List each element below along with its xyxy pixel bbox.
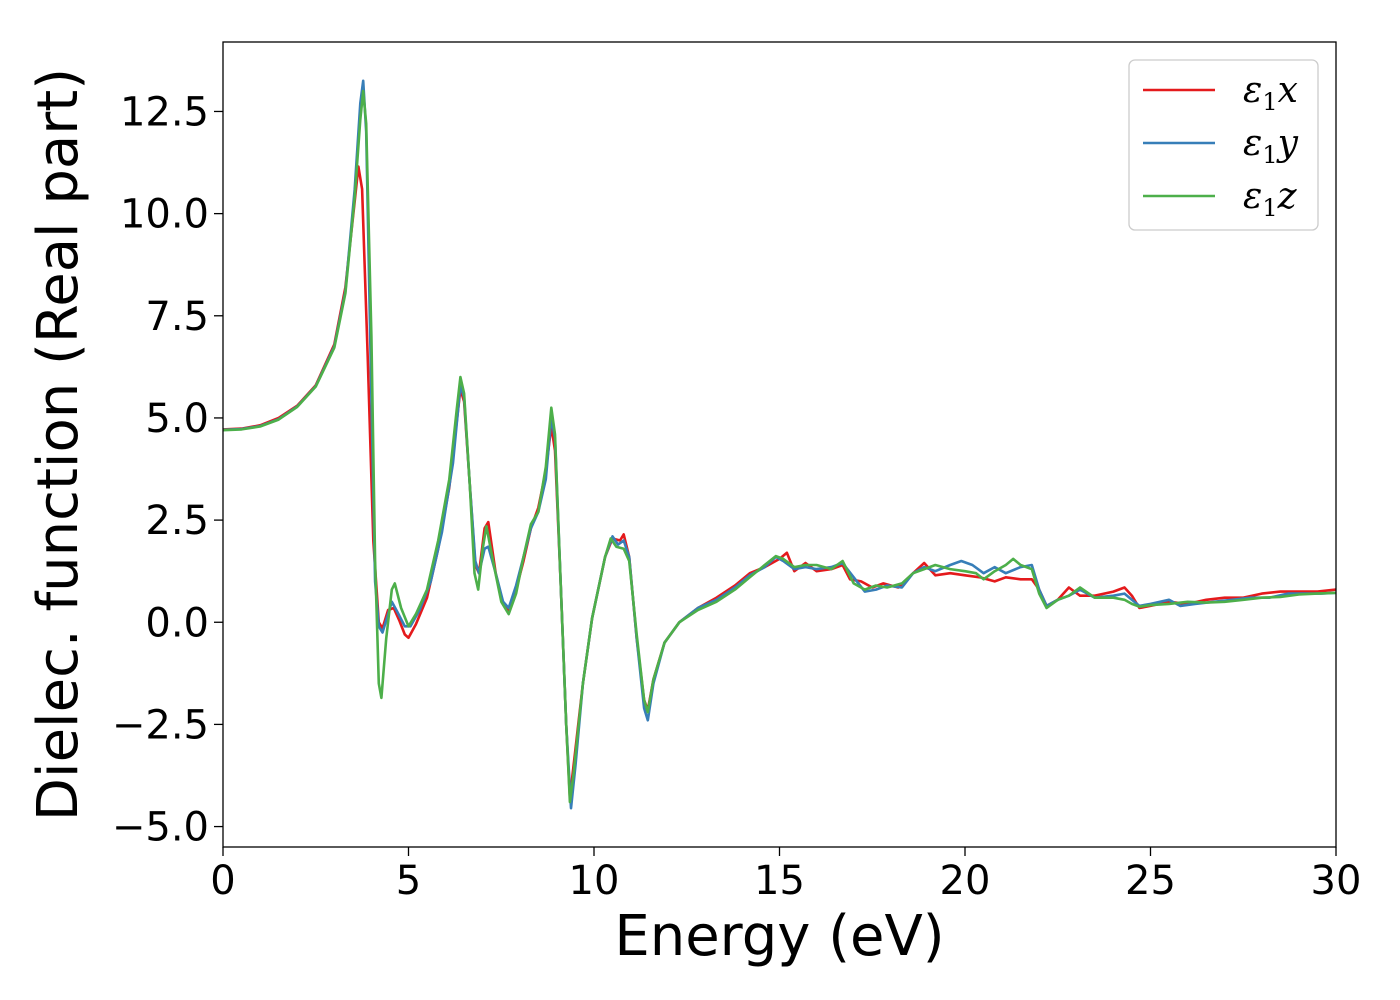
- y-tick-label: 2.5: [145, 498, 209, 544]
- y-tick-label: 7.5: [145, 294, 209, 340]
- series-layer: [223, 79, 1336, 810]
- legend-label-z: ε1z: [1243, 176, 1298, 222]
- x-tick-label: 0: [210, 858, 235, 904]
- legend-label-tail: y: [1276, 123, 1299, 164]
- y-tick-label: 10.0: [120, 192, 209, 238]
- legend-label-subscript: 1: [1262, 141, 1277, 169]
- legend-label-y: ε1y: [1243, 123, 1299, 169]
- y-tick-label: −2.5: [112, 702, 209, 748]
- y-tick-label: 5.0: [145, 396, 209, 442]
- x-tick-label: 30: [1311, 858, 1362, 904]
- legend-label-tail: x: [1278, 70, 1298, 111]
- legend-label-subscript: 1: [1262, 88, 1277, 116]
- y-axis: −5.0 −2.5 0.0 2.5 5.0 7.5 10.0 12.5: [112, 89, 223, 851]
- legend-label-base: ε: [1243, 70, 1262, 111]
- y-tick-label: −5.0: [112, 805, 209, 851]
- legend-label-subscript: 1: [1262, 194, 1277, 222]
- x-axis-title: Energy (eV): [614, 904, 944, 969]
- y-axis-title: Dielec. function (Real part): [26, 68, 91, 821]
- legend-label-base: ε: [1243, 123, 1262, 164]
- y-tick-label: 12.5: [120, 89, 209, 135]
- x-tick-label: 10: [569, 858, 620, 904]
- legend-label-x: ε1x: [1243, 70, 1298, 116]
- series-line-z: [223, 89, 1336, 804]
- x-tick-label: 20: [940, 858, 991, 904]
- legend-label-base: ε: [1243, 176, 1262, 217]
- legend-label-tail: z: [1277, 176, 1298, 217]
- x-tick-label: 5: [396, 858, 421, 904]
- x-tick-label: 15: [754, 858, 805, 904]
- legend-box: [1128, 59, 1319, 231]
- x-axis: 0 5 10 15 20 25 30: [210, 847, 1361, 904]
- y-tick-label: 0.0: [145, 600, 209, 646]
- x-tick-label: 25: [1125, 858, 1176, 904]
